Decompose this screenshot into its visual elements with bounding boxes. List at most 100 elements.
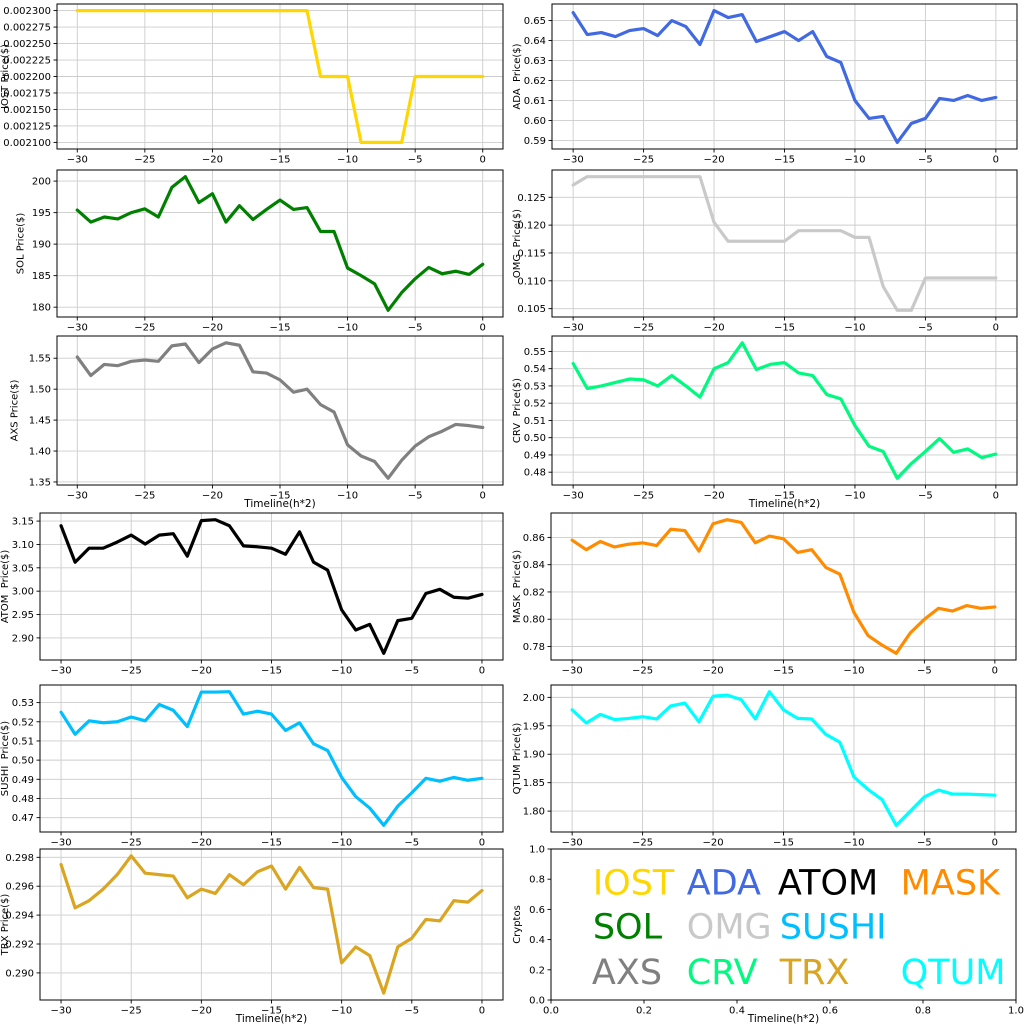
y-tick-label: 0.55 [524, 347, 546, 358]
y-tick-label: 0.002100 [3, 138, 51, 149]
y-axis-label: TRX Price($) [0, 894, 11, 957]
x-tick-label: −25 [632, 838, 653, 849]
x-tick-label: −15 [773, 838, 794, 849]
chart-atom-svg: −30 −25 −20 −15 −10 −5 0 2.90 2.95 3.00 3.05 3.10 3.… [0, 512, 504, 677]
x-tick-label: −15 [261, 1006, 282, 1017]
y-tick-label: 0.002275 [3, 23, 51, 34]
x-tick-label: −15 [261, 838, 282, 849]
series-line-ADA [571, 8, 998, 145]
y-tick-label: 1.50 [29, 385, 51, 396]
y-tick-label: 3.00 [12, 587, 34, 598]
x-tick-label: 1.0 [1008, 1006, 1024, 1017]
y-tick-label: 0.294 [5, 911, 34, 922]
x-tick-label: −30 [563, 323, 584, 334]
y-tick-label: 0.002125 [3, 121, 51, 132]
y-tick-label: 0.48 [524, 468, 546, 479]
series-line-SUSHI [59, 690, 484, 827]
y-tick-label: 1.85 [523, 778, 545, 789]
series-line-AXS [75, 341, 485, 480]
y-tick-label: 0.53 [524, 381, 546, 392]
y-tick-label: 0.60 [524, 116, 546, 127]
x-tick-label: −15 [774, 155, 795, 166]
x-tick-label: −30 [67, 155, 88, 166]
x-tick-label: 0 [480, 155, 486, 166]
chart-sushi-svg: −30 −25 −20 −15 −10 −5 0 0.47 0.48 0.49 0.50 0.51 0.… [0, 684, 504, 849]
x-tick-label: −15 [269, 491, 290, 502]
chart-mask-svg: −30 −25 −20 −15 −10 −5 0 0.78 0.80 0.82 0.84 0.86MA… [512, 512, 1017, 677]
x-tick-label: −15 [773, 666, 794, 677]
legend-label-IOST: IOST [593, 864, 675, 904]
x-tick-label: −5 [404, 1006, 419, 1017]
y-tick-label: 0.82 [523, 587, 545, 598]
x-tick-label: −15 [261, 666, 282, 677]
y-tick-label: 0.49 [524, 450, 546, 461]
x-tick-label: −20 [191, 666, 212, 677]
y-tick-label: 1.95 [523, 721, 545, 732]
y-axis-label: QTUM Price($) [512, 723, 523, 795]
y-tick-label: 1.90 [523, 750, 545, 761]
y-tick-label: 0.52 [12, 717, 34, 728]
chart-sol: −30 −25 −20 −15 −10 −5 0 180 185 190 195 200 SOL Pri… [0, 165, 512, 334]
x-tick-label: 0 [992, 666, 998, 677]
x-tick-label: −15 [269, 155, 290, 166]
x-tick-label: −5 [917, 838, 932, 849]
y-axis-label: OMG Price($) [512, 209, 523, 278]
chart-axs: −30 −25 −20 −15 −10 −5 0 1.35 1.40 1.45 1.50 1.55 AX… [0, 330, 512, 510]
legend-label-ADA: ADA [687, 864, 761, 904]
x-tick-label: −25 [121, 666, 142, 677]
plot-border [550, 848, 1017, 1001]
x-tick-label: −30 [67, 491, 88, 502]
x-tick-label: 0.8 [915, 1006, 931, 1017]
y-tick-label: 200 [32, 177, 51, 188]
y-tick-label: 0.54 [524, 364, 546, 375]
y-tick-label: 0.8 [529, 875, 545, 886]
x-tick-label: −10 [843, 666, 864, 677]
y-tick-label: 0.120 [517, 221, 546, 232]
y-tick-label: 0.64 [524, 36, 546, 47]
y-tick-label: 0.86 [523, 533, 545, 544]
y-tick-label: 3.10 [12, 540, 34, 551]
series-line-OMG [571, 175, 998, 312]
y-axis-label: IOST Price($) [0, 44, 11, 109]
y-tick-label: 0.59 [524, 136, 546, 147]
y-tick-label: 0.125 [517, 193, 546, 204]
x-tick-label: −20 [202, 155, 223, 166]
y-tick-label: 0.115 [517, 248, 546, 259]
y-axis-label: AXS Price($) [9, 380, 20, 442]
x-tick-label: −20 [703, 491, 724, 502]
y-tick-label: 0.78 [523, 642, 545, 653]
y-tick-label: 1.55 [29, 354, 51, 365]
legend-panel-svg: 0.0 0.2 0.4 0.6 0.8 1.0 0.0 0.2 0.4 0.6 0.8 1.0 Cryp… [512, 845, 1024, 1024]
x-tick-label: −30 [562, 838, 583, 849]
x-tick-label: −5 [404, 838, 419, 849]
x-tick-label: −10 [844, 491, 865, 502]
x-tick-label: 0.4 [729, 1006, 745, 1017]
legend-label-QTUM: QTUM [901, 953, 1006, 993]
x-tick-label: −30 [562, 666, 583, 677]
y-tick-label: 0.52 [524, 399, 546, 410]
x-tick-label: −5 [404, 666, 419, 677]
y-tick-label: 0.48 [12, 794, 34, 805]
x-tick-label: −5 [408, 491, 423, 502]
y-tick-label: 3.05 [12, 563, 34, 574]
x-tick-label: 0 [993, 491, 999, 502]
y-tick-label: 190 [32, 240, 51, 251]
x-tick-label: −20 [703, 323, 724, 334]
chart-crv: −30 −25 −20 −15 −10 −5 0 0.48 0.49 0.50 0.51 0.52 0.… [512, 330, 1024, 510]
y-tick-label: 0.80 [523, 615, 545, 626]
x-tick-label: 0 [480, 491, 486, 502]
x-tick-label: −10 [843, 838, 864, 849]
y-tick-label: 0.50 [524, 433, 546, 444]
x-tick-label: −10 [331, 666, 352, 677]
x-tick-label: −25 [134, 491, 155, 502]
y-tick-label: 0.84 [523, 560, 545, 571]
chart-trx-svg: −30 −25 −20 −15 −10 −5 0 0.290 0.292 0.294 0.296 0.… [0, 848, 504, 1024]
y-axis-label: MASK Price($) [512, 550, 523, 623]
y-tick-label: 0.0 [529, 996, 545, 1007]
x-tick-label: −25 [134, 323, 155, 334]
y-tick-label: 0.51 [12, 736, 34, 747]
y-tick-label: 0.002200 [3, 72, 51, 83]
y-axis-label: CRV Price($) [512, 378, 523, 443]
x-tick-label: −10 [331, 1006, 352, 1017]
